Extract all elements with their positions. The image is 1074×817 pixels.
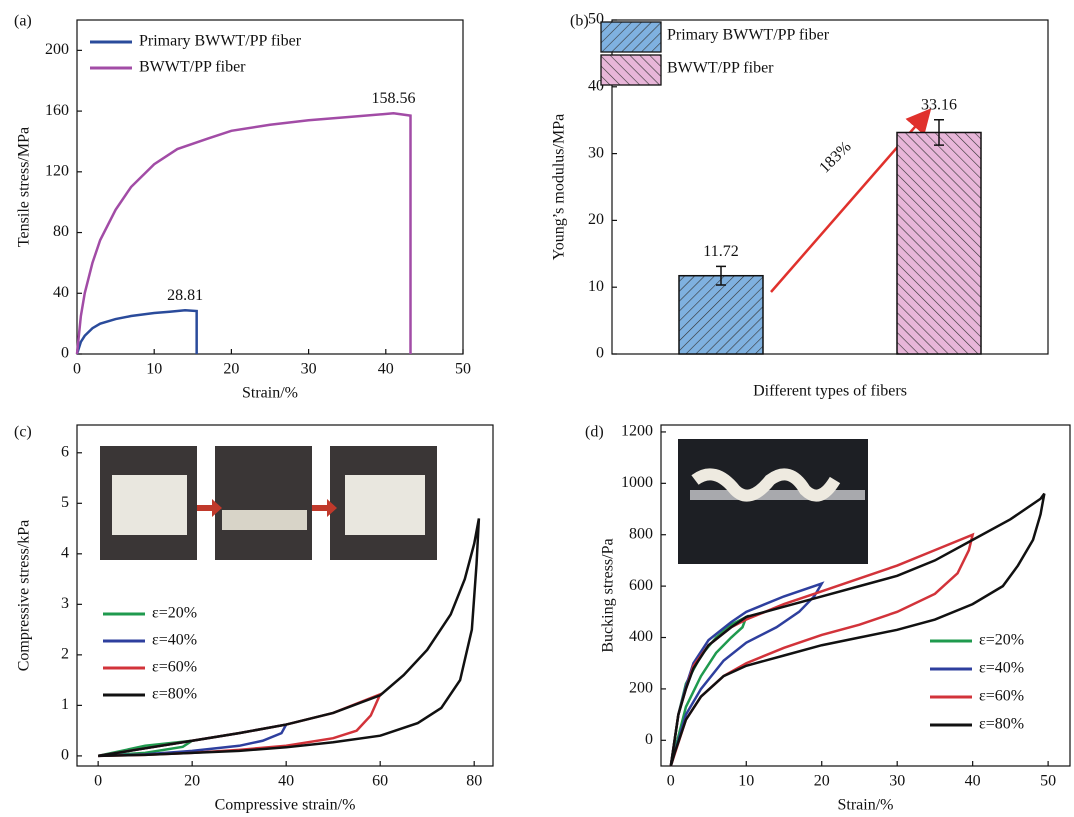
y-tick-label: 0 [596,345,604,362]
x-tick-label: 0 [94,773,102,790]
x-axis-title: Strain/% [838,797,894,814]
data-line [75,112,412,355]
data-line [97,518,481,758]
y-tick-label: 160 [45,102,69,119]
y-axis-title: Tensile stress/MPa [16,127,33,247]
x-tick-label: 50 [455,361,471,378]
y-tick-label: 400 [629,628,653,645]
y-tick-label: 120 [45,162,69,179]
x-tick-label: 0 [73,361,81,378]
legend-label: ε=60% [979,688,1024,705]
panel-label: (d) [585,424,604,441]
error-bar [716,265,726,286]
error-bar [934,119,944,146]
x-axis-title: Compressive strain/% [215,797,356,814]
x-tick-label: 40 [378,361,394,378]
bar [678,274,764,355]
data-label: 11.72 [703,243,738,260]
plot-frame [76,424,494,767]
legend-label: ε=20% [979,632,1024,649]
annotation: 183% [816,138,854,176]
x-tick-label: 30 [301,361,317,378]
legend-label: ε=40% [152,632,197,649]
legend-swatch [600,54,662,86]
y-tick-label: 6 [61,443,69,460]
y-tick-label: 1 [61,696,69,713]
x-tick-label: 40 [278,773,294,790]
legend-label: BWWT/PP fiber [667,60,774,77]
y-tick-label: 2 [61,646,69,663]
x-tick-label: 0 [667,773,675,790]
x-tick-label: 20 [223,361,239,378]
x-tick-label: 30 [889,773,905,790]
x-tick-label: 20 [184,773,200,790]
y-tick-label: 0 [61,345,69,362]
panel-label: (c) [14,424,32,441]
compression-photos [100,446,437,560]
y-tick-label: 4 [61,544,69,561]
data-line [75,309,198,355]
x-axis-title: Different types of fibers [753,383,907,400]
legend-swatch [600,21,662,53]
plot-frame [660,424,1071,767]
y-tick-label: 5 [61,494,69,511]
panel-label: (a) [14,13,32,30]
x-tick-label: 60 [372,773,388,790]
data-label: 33.16 [921,96,957,113]
y-tick-label: 30 [588,144,604,161]
y-tick-label: 80 [53,223,69,240]
legend-label: Primary BWWT/PP fiber [139,33,302,50]
panel-label: (b) [570,13,589,30]
y-axis-title: Bucking stress/Pa [600,538,617,652]
data-line [669,532,975,767]
plot-frame [76,19,464,355]
x-axis-title: Strain/% [242,385,298,402]
x-tick-label: 40 [965,773,981,790]
y-tick-label: 3 [61,595,69,612]
y-tick-label: 40 [53,284,69,301]
y-axis-title: Compressive stress/kPa [16,520,33,672]
data-line [669,581,825,767]
y-tick-label: 200 [629,680,653,697]
x-tick-label: 10 [146,361,162,378]
y-tick-label: 1000 [621,474,653,491]
y-tick-label: 600 [629,577,653,594]
y-tick-label: 200 [45,41,69,58]
legend-label: ε=80% [979,716,1024,733]
x-tick-label: 50 [1040,773,1056,790]
plot-frame [611,19,1049,355]
x-tick-label: 10 [738,773,754,790]
legend-label: ε=80% [152,686,197,703]
y-tick-label: 20 [588,211,604,228]
data-label: 28.81 [167,287,203,304]
y-axis-title: Young’s modulus/MPa [551,114,568,260]
legend-label: ε=20% [152,605,197,622]
y-tick-label: 800 [629,525,653,542]
y-tick-label: 10 [588,278,604,295]
x-tick-label: 20 [814,773,830,790]
data-label: 158.56 [372,90,416,107]
x-tick-label: 80 [466,773,482,790]
y-tick-label: 0 [61,747,69,764]
y-tick-label: 40 [588,77,604,94]
bar [896,131,982,355]
y-tick-label: 1200 [621,423,653,440]
y-tick-label: 50 [588,11,604,28]
data-line [669,492,1046,767]
legend-label: Primary BWWT/PP fiber [667,27,830,44]
legend-label: ε=40% [979,660,1024,677]
spring-photo [678,439,868,564]
legend-label: ε=60% [152,659,197,676]
legend-label: BWWT/PP fiber [139,59,246,76]
y-tick-label: 0 [645,731,653,748]
data-line [97,739,193,758]
